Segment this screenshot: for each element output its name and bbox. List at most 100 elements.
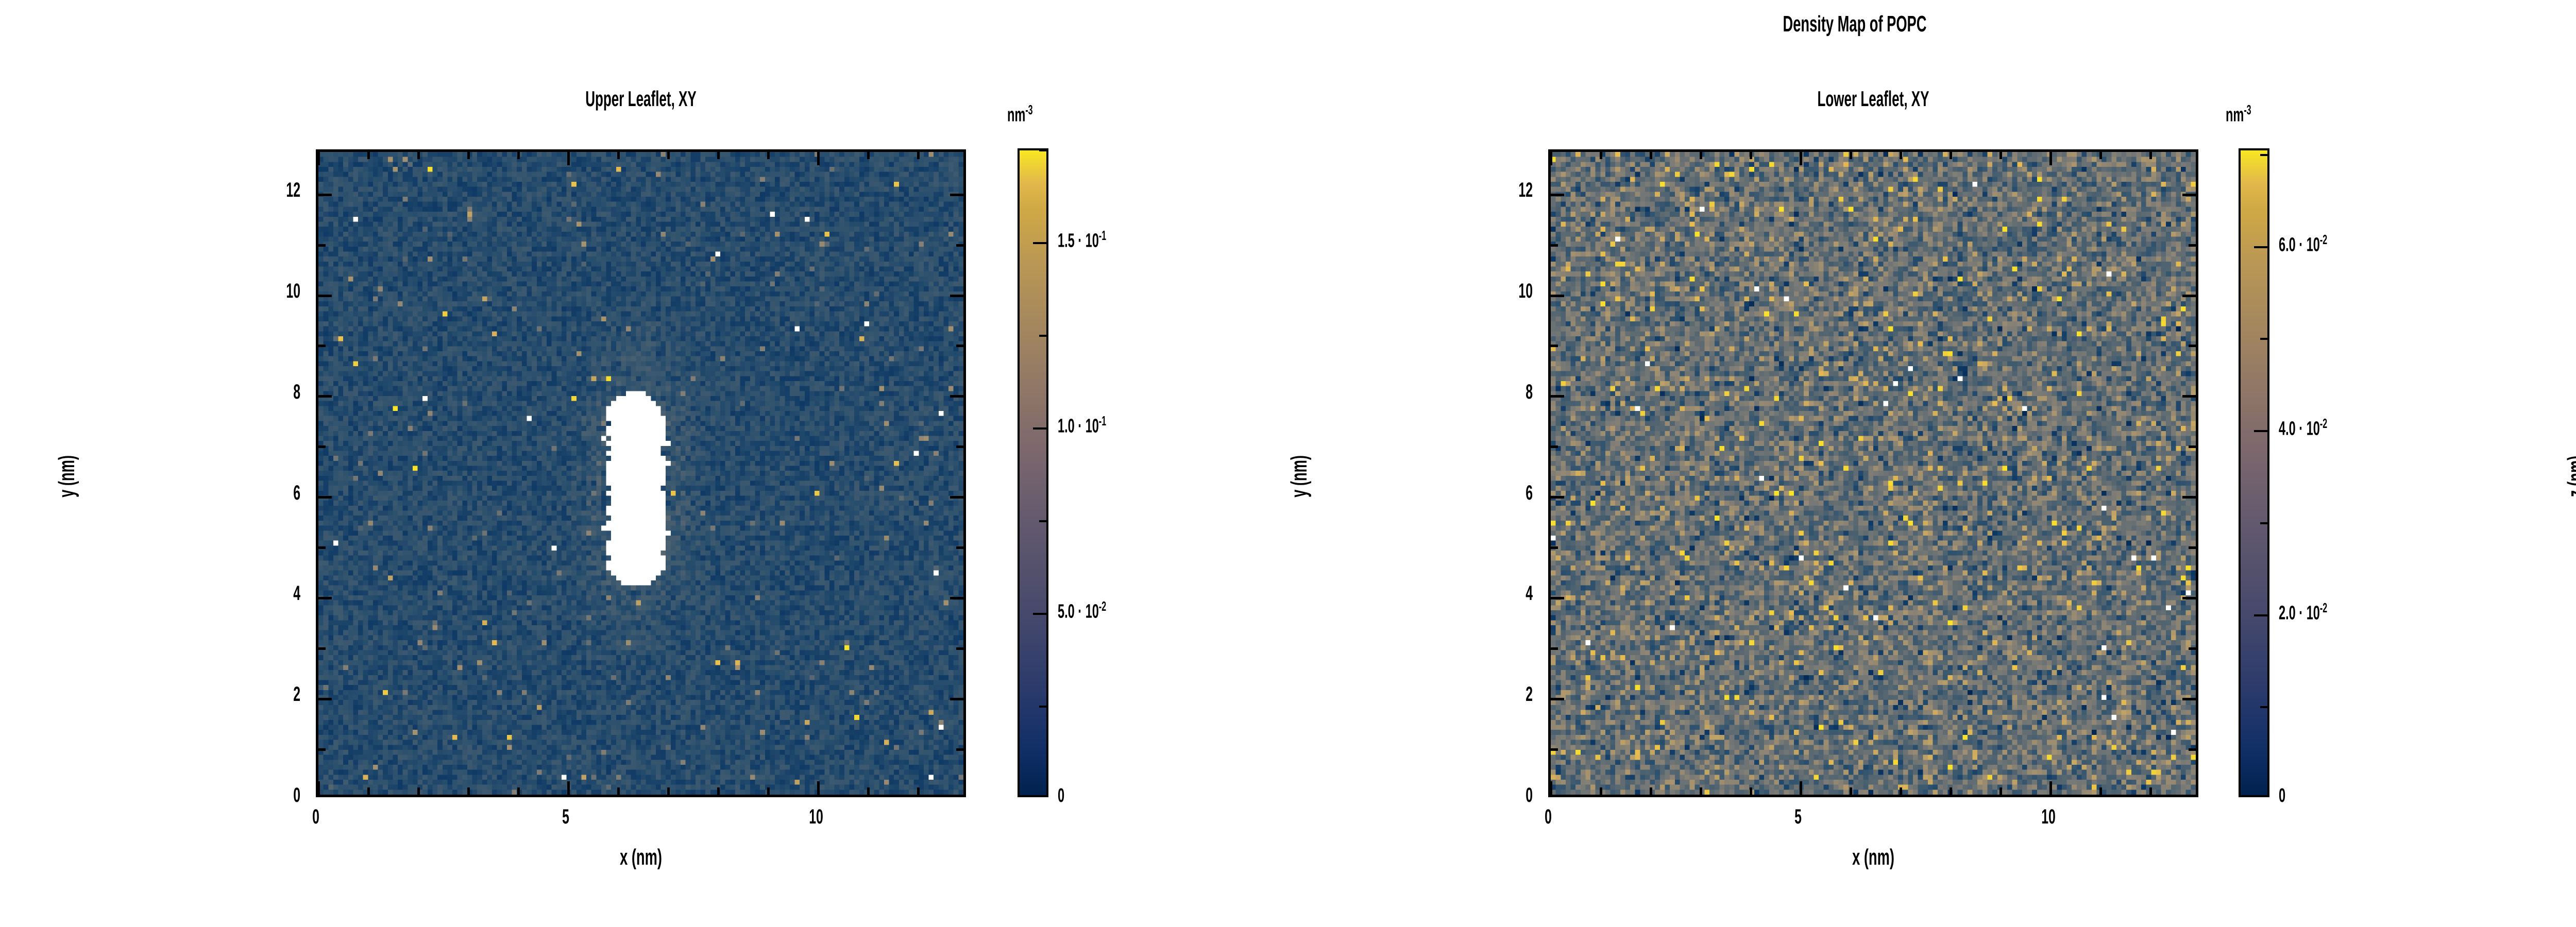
xtick-minor	[467, 787, 470, 795]
xtick-label: 0	[312, 805, 319, 828]
xtick-major-top	[1551, 152, 1552, 165]
xtick-minor-top	[2149, 152, 2153, 159]
xtick-minor	[1749, 787, 1752, 795]
ytick-label: 0	[293, 784, 300, 806]
xtick-minor-top	[717, 152, 720, 159]
ytick-minor-right	[956, 445, 963, 449]
ytick-major	[1551, 294, 1564, 297]
heatmap-lower-leaflet[interactable]	[1548, 149, 2198, 797]
colorbar-tick-minor	[2260, 153, 2267, 156]
xtick-major	[1551, 781, 1552, 795]
colorbar-tick-label: 5.0 · 10-2	[1058, 599, 1107, 623]
ytick-minor	[318, 445, 326, 449]
ytick-minor-right	[956, 546, 963, 549]
ytick-minor-right	[2189, 647, 2196, 650]
colorbar-tick-major	[1033, 613, 1046, 615]
xtick-label: 5	[562, 805, 570, 828]
colorbar-tick-major	[2254, 614, 2267, 616]
colorbar-tick-major	[1033, 242, 1046, 244]
ytick-major-right	[2182, 395, 2196, 398]
ytick-label: 2	[1526, 683, 1533, 706]
heatmap-upper-leaflet[interactable]	[316, 149, 966, 797]
xtick-minor	[1649, 787, 1652, 795]
xtick-major-top	[318, 152, 320, 165]
xtick-major	[817, 781, 820, 795]
xtick-label: 10	[2041, 805, 2056, 828]
ytick-label: 0	[1526, 784, 1533, 806]
xtick-major	[2049, 781, 2053, 795]
ytick-major	[318, 193, 332, 196]
ytick-minor	[1551, 748, 1558, 751]
colorbar-tick-minor	[1039, 150, 1046, 151]
xtick-minor-top	[667, 152, 670, 159]
xtick-minor-top	[1599, 152, 1602, 159]
colorbar-tick-minor	[1039, 335, 1046, 337]
ylabel-lower-leaflet: y (nm)	[1286, 455, 1312, 497]
ytick-major-right	[2182, 697, 2196, 700]
colorbar-gradient-lower[interactable]	[2239, 148, 2269, 797]
xlabel-upper-leaflet: x (nm)	[620, 845, 662, 870]
xtick-minor-top	[617, 152, 620, 159]
xtick-major-top	[1799, 152, 1802, 165]
ytick-major-right	[950, 697, 963, 700]
ytick-minor-right	[2189, 748, 2196, 751]
ytick-label: 2	[293, 683, 300, 706]
ytick-major-right	[950, 193, 963, 196]
ytick-major	[318, 697, 332, 700]
ytick-minor-right	[956, 748, 963, 751]
colorbar-tick-label: 1.0 · 10-1	[1058, 414, 1107, 437]
xtick-minor-top	[867, 152, 870, 159]
xtick-minor	[1699, 787, 1702, 795]
colorbar-gradient-upper[interactable]	[1018, 148, 1048, 797]
ytick-label: 10	[286, 280, 300, 302]
ytick-minor-right	[956, 244, 963, 247]
colorbar-tick-minor	[2260, 522, 2267, 524]
xtick-minor	[1599, 787, 1602, 795]
ytick-minor-right	[956, 345, 963, 348]
ytick-minor	[318, 748, 326, 751]
xtick-minor	[1849, 787, 1852, 795]
colorbar-unit-lower: nm-3	[2226, 103, 2251, 126]
ytick-label: 10	[1518, 280, 1533, 302]
ytick-label: 6	[1526, 481, 1533, 504]
ytick-minor	[1551, 445, 1558, 449]
xlabel-lower-leaflet: x (nm)	[1852, 845, 1894, 870]
colorbar-tick-label: 4.0 · 10-2	[2279, 417, 2328, 440]
xtick-minor-top	[1749, 152, 1752, 159]
ytick-minor-right	[956, 647, 963, 650]
ytick-major-right	[950, 294, 963, 297]
xtick-minor	[517, 787, 520, 795]
ytick-minor-right	[2189, 345, 2196, 348]
ytick-major-right	[950, 496, 963, 499]
figure-suptitle: Density Map of POPC	[1783, 11, 1927, 37]
ytick-major-right	[950, 596, 963, 599]
xtick-label: 0	[1545, 805, 1552, 828]
xtick-minor	[1999, 787, 2003, 795]
ytick-major	[1551, 193, 1564, 196]
xtick-label: 10	[808, 805, 823, 828]
xtick-minor-top	[767, 152, 770, 159]
xtick-minor	[717, 787, 720, 795]
ytick-minor-right	[2189, 546, 2196, 549]
ytick-label: 4	[293, 582, 300, 605]
xtick-minor	[617, 787, 620, 795]
ytick-minor-right	[2189, 445, 2196, 449]
panel-title-lower-leaflet: Lower Leaflet, XY	[1817, 87, 1929, 111]
colorbar-unit-upper: nm-3	[1007, 103, 1033, 126]
ylabel-upper-leaflet: y (nm)	[54, 455, 79, 497]
xtick-major	[318, 781, 320, 795]
xtick-minor	[1950, 787, 1953, 795]
ytick-minor-right	[2189, 244, 2196, 247]
xtick-minor-top	[467, 152, 470, 159]
ytick-minor	[318, 546, 326, 549]
xtick-major-top	[817, 152, 820, 165]
colorbar-tick-major	[2254, 246, 2267, 248]
colorbar-tick-major	[1033, 427, 1046, 430]
ytick-major-right	[2182, 294, 2196, 297]
ytick-minor	[1551, 546, 1558, 549]
ytick-major-right	[2182, 193, 2196, 196]
colorbar-tick-minor	[1039, 706, 1046, 708]
ytick-minor	[318, 345, 326, 348]
xtick-minor	[917, 787, 920, 795]
